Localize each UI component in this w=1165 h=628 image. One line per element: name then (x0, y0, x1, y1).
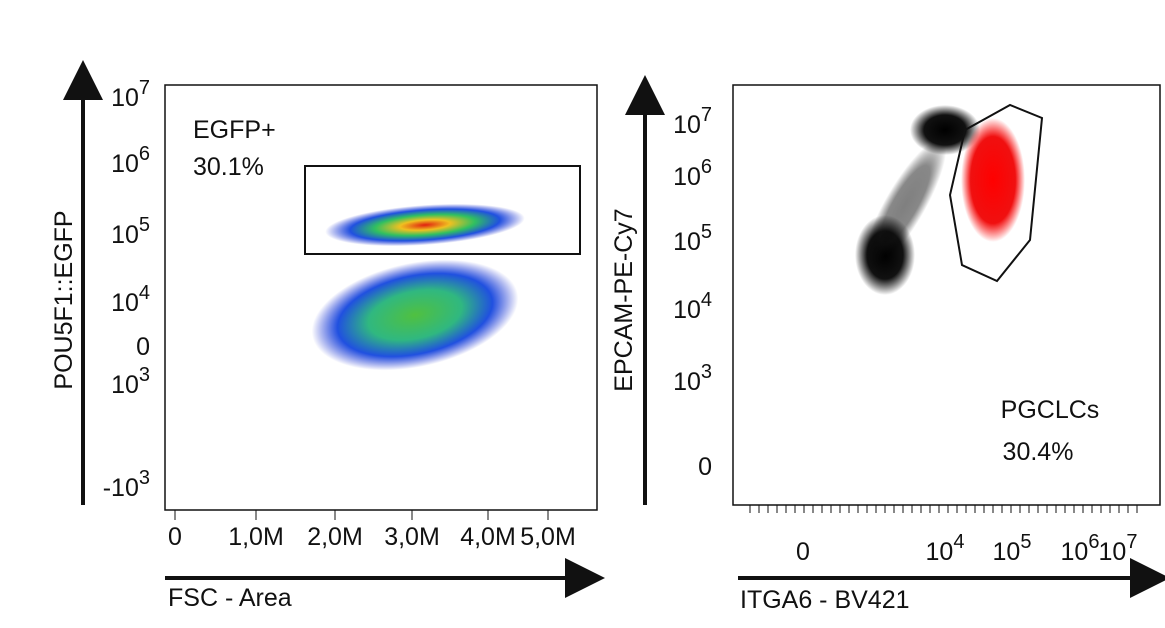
tick-base: 10 (673, 368, 701, 396)
y-tick-label: 107 (111, 77, 150, 112)
gate (304, 165, 581, 255)
tick-base: 10 (1061, 538, 1089, 566)
y-tick-label: 104 (111, 282, 150, 317)
tick-base: 10 (1099, 538, 1127, 566)
tick-base: 10 (673, 163, 701, 191)
tick-exponent: 3 (701, 361, 712, 383)
tick-exponent: 6 (701, 156, 712, 178)
plot-frame (164, 84, 598, 511)
tick-base: 10 (111, 150, 139, 178)
tick-exponent: 6 (139, 143, 150, 165)
y-tick-label: 106 (673, 156, 712, 191)
gate-name: EGFP+ (193, 116, 276, 144)
y-tick-label: 105 (111, 214, 150, 249)
tick-exponent: 4 (701, 289, 712, 311)
y-axis-label: POU5F1::EGFP (50, 210, 78, 389)
tick-base: 0 (698, 453, 712, 481)
tick-exponent: 5 (701, 221, 712, 243)
y-tick-label: 0 (698, 453, 712, 481)
y-tick-label: 106 (111, 143, 150, 178)
tick-exponent: 3 (139, 364, 150, 386)
x-tick-label: 4,0M (460, 523, 516, 551)
tick-base: 10 (111, 221, 139, 249)
y-tick-label: 103 (111, 364, 150, 399)
tick-exponent: 5 (1020, 531, 1031, 553)
x-tick-label: 0 (796, 538, 810, 566)
x-axis-label: ITGA6 - BV421 (740, 586, 910, 614)
tick-base: 10 (673, 111, 701, 139)
x-ticks: 0 1,0M 2,0M 3,0M 4,0M 5,0M (168, 510, 576, 551)
gate-percent: 30.1% (193, 153, 264, 181)
tick-base: 10 (111, 84, 139, 112)
x-tick-label: 105 (993, 531, 1032, 566)
tick-base: 10 (673, 228, 701, 256)
tick-exponent: 4 (953, 531, 964, 553)
panel-1: EGFP+ 30.1% POU5F1::EGFP FSC - Area 1071… (50, 60, 605, 612)
panel-2: PGCLCs 30.4% EPCAM-PE-Cy7 ITGA6 - BV421 … (610, 75, 1165, 614)
tick-base: 0 (796, 538, 810, 566)
x-tick-label: 3,0M (384, 523, 440, 551)
x-tick-label: 106 (1061, 531, 1100, 566)
tick-base: 10 (111, 289, 139, 317)
tick-base: 10 (673, 296, 701, 324)
tick-exponent: 7 (701, 104, 712, 126)
x-tick-label: 104 (926, 531, 965, 566)
y-tick-label: 0 (136, 333, 150, 361)
event-cloud (863, 139, 947, 271)
event-cloud (311, 259, 519, 371)
event-cloud (325, 203, 525, 247)
tick-base: 0 (136, 333, 150, 361)
gate-percent: 30.4% (1003, 438, 1074, 466)
gate-name: PGCLCs (1001, 396, 1100, 424)
y-tick-label: 105 (673, 221, 712, 256)
y-tick-label: 107 (673, 104, 712, 139)
tick-base: 10 (926, 538, 954, 566)
y-axis-label: EPCAM-PE-Cy7 (610, 208, 638, 391)
event-cloud (961, 118, 1025, 242)
tick-exponent: 6 (1088, 531, 1099, 553)
x-axis-label: FSC - Area (168, 584, 292, 612)
gate (948, 103, 1044, 283)
x-tick-label: 0 (168, 523, 182, 551)
tick-exponent: 3 (139, 467, 150, 489)
x-tick-label: 2,0M (307, 523, 363, 551)
tick-exponent: 4 (139, 282, 150, 304)
plot-frame (732, 84, 1161, 506)
y-tick-label: -103 (103, 467, 150, 502)
tick-base: 10 (993, 538, 1021, 566)
tick-exponent: 7 (1126, 531, 1137, 553)
tick-base: 10 (111, 371, 139, 399)
tick-base: -10 (103, 474, 139, 502)
y-tick-label: 104 (673, 289, 712, 324)
x-ticks: 0 104 105 106 107 (749, 505, 1138, 566)
x-tick-label: 5,0M (520, 523, 576, 551)
tick-exponent: 7 (139, 77, 150, 99)
y-tick-label: 103 (673, 361, 712, 396)
x-tick-label: 1,0M (228, 523, 284, 551)
x-tick-label: 107 (1099, 531, 1138, 566)
tick-exponent: 5 (139, 214, 150, 236)
